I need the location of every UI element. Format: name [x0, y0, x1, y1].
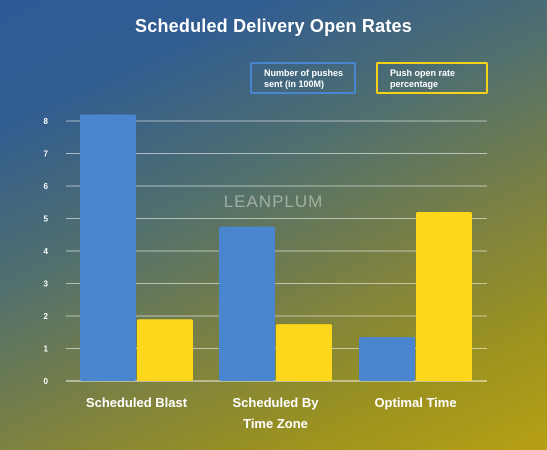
- legend-item-pushes-sent: Number of pushes sent (in 100M): [250, 62, 356, 94]
- x-category-label-line: Scheduled Blast: [85, 395, 188, 410]
- y-tick-label: 8: [44, 117, 49, 126]
- y-tick-label: 0: [44, 377, 49, 386]
- y-tick-label: 5: [44, 215, 49, 224]
- bar-pushes-sent: [80, 114, 136, 381]
- legend-item-open-rate: Push open rate percentage: [376, 62, 488, 94]
- y-tick-label: 4: [44, 247, 49, 256]
- y-tick-label: 3: [44, 280, 49, 289]
- x-category-label: Scheduled By Time Zone: [206, 392, 346, 434]
- legend-label-line1: Number of pushes: [264, 68, 344, 78]
- x-category-label: Scheduled Blast: [67, 392, 207, 413]
- bar-pushes-sent: [359, 337, 415, 381]
- bar-pushes-sent: [219, 226, 275, 381]
- x-category-label-line: Scheduled By: [232, 395, 319, 410]
- legend-label-line1: Push open rate: [390, 68, 456, 78]
- bar-open-rate: [416, 212, 472, 381]
- x-category-label-line: Time Zone: [243, 416, 308, 431]
- bar-open-rate: [276, 324, 332, 381]
- x-category-label-line: Optimal Time: [374, 395, 457, 410]
- y-tick-label: 6: [44, 182, 49, 191]
- legend-label-line2: sent (in 100M): [264, 79, 325, 89]
- legend-label-line2: percentage: [390, 79, 439, 89]
- leanplum-watermark: LEANPLUM: [223, 192, 324, 211]
- y-tick-label: 2: [44, 312, 49, 321]
- bar-open-rate: [137, 319, 193, 381]
- x-category-label: Optimal Time: [346, 392, 486, 413]
- y-tick-label: 1: [44, 345, 49, 354]
- y-tick-label: 7: [44, 150, 49, 159]
- chart-title: Scheduled Delivery Open Rates: [135, 16, 412, 36]
